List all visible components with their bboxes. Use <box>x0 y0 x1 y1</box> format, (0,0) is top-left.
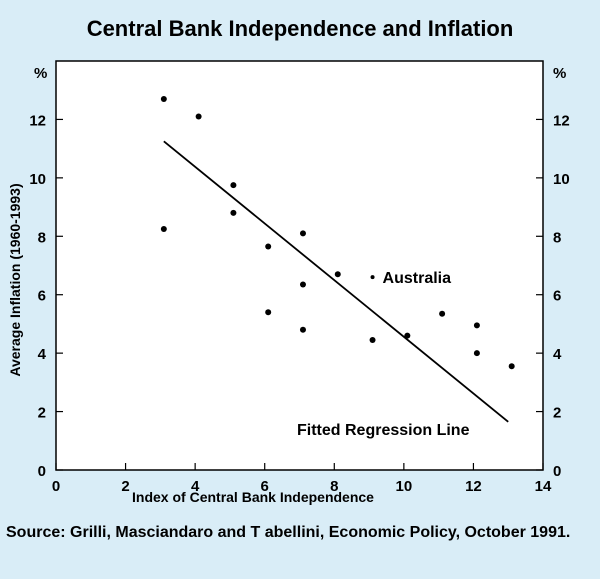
x-tick-label: 12 <box>465 478 482 495</box>
x-tick-label: 6 <box>261 478 269 495</box>
x-tick-label: 0 <box>52 478 60 495</box>
data-point <box>299 326 306 333</box>
x-tick-label: 2 <box>121 478 129 495</box>
regression-line <box>163 140 509 423</box>
chart-title: Central Bank Independence and Inflation <box>86 16 514 41</box>
data-point <box>439 310 446 317</box>
data-point <box>160 95 167 102</box>
x-tick-label: 4 <box>191 478 200 495</box>
y-tick-label-right: 6 <box>553 288 561 305</box>
point-label-australia: Australia <box>383 270 452 287</box>
y-tick-label-right: 4 <box>553 346 562 363</box>
y-axis-label: Average Inflation (1960-1993) <box>7 183 23 376</box>
y-tick-label-left: 2 <box>38 405 46 422</box>
y-tick-label-right: 8 <box>553 229 561 246</box>
y-tick-label-right: 0 <box>553 463 561 480</box>
regression-line-label: Fitted Regression Line <box>297 422 470 439</box>
data-point <box>230 209 237 216</box>
y-tick-label-right: 2 <box>553 405 561 422</box>
data-point <box>299 230 306 237</box>
source-note: Source: Grilli, Masciandaro and T abelli… <box>6 524 571 541</box>
data-point <box>473 322 480 329</box>
y-tick-label-left: 8 <box>38 229 46 246</box>
data-point <box>473 350 480 357</box>
y-tick-label-left: 4 <box>38 346 47 363</box>
data-point <box>160 225 167 232</box>
y-unit-right: % <box>553 65 566 82</box>
data-point <box>334 271 341 278</box>
y-tick-label-left: 10 <box>29 171 46 188</box>
y-unit-left: % <box>34 65 47 82</box>
data-point <box>230 182 237 189</box>
y-tick-label-left: 12 <box>29 112 46 129</box>
x-tick-label: 8 <box>330 478 338 495</box>
data-point-australia <box>370 275 375 280</box>
data-point <box>265 309 272 316</box>
data-point <box>404 332 411 339</box>
y-tick-label-right: 10 <box>553 171 570 188</box>
y-tick-label-left: 0 <box>38 463 46 480</box>
data-point <box>265 243 272 250</box>
y-tick-label-left: 6 <box>38 288 46 305</box>
x-tick-label: 10 <box>396 478 413 495</box>
x-axis-label: Index of Central Bank Independence <box>132 489 374 505</box>
data-point <box>369 336 376 343</box>
x-tick-label: 14 <box>535 478 552 495</box>
plot-area <box>55 60 544 471</box>
data-point <box>508 363 515 370</box>
y-tick-label-right: 12 <box>553 112 570 129</box>
data-point <box>195 113 202 120</box>
data-point <box>299 281 306 288</box>
